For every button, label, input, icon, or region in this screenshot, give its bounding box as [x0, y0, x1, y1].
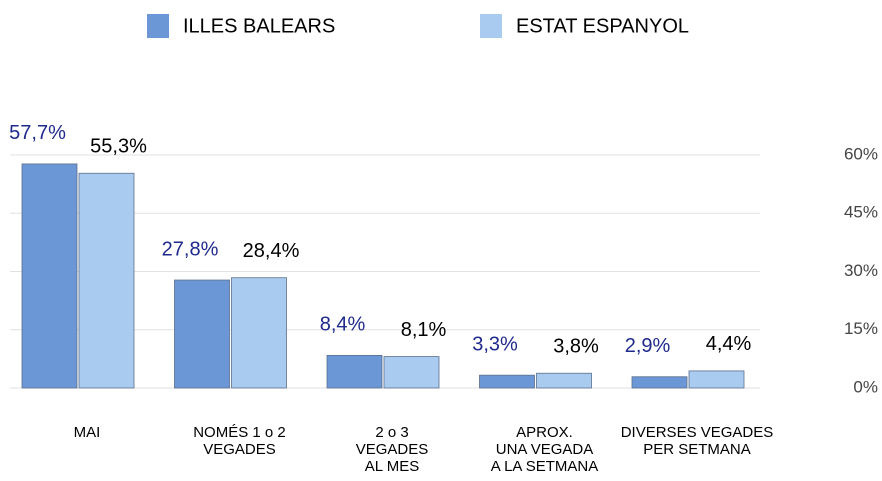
bar — [536, 372, 592, 389]
bar — [479, 374, 535, 389]
data-label: 8,4% — [320, 314, 366, 336]
bar — [78, 172, 135, 389]
data-label: 3,8% — [553, 336, 599, 358]
legend-swatch — [147, 14, 169, 38]
bar — [688, 370, 745, 389]
y-tick-label: 60% — [844, 144, 878, 163]
legend-swatch — [480, 14, 502, 38]
bar — [231, 277, 287, 389]
data-label: 3,3% — [472, 333, 518, 355]
y-tick-label: 15% — [844, 319, 878, 338]
y-tick-label: 45% — [844, 203, 878, 222]
data-label: 28,4% — [243, 240, 300, 262]
bar — [631, 376, 688, 389]
x-tick-label: 2 o 3 VEGADES AL MES — [355, 424, 429, 475]
data-label: 2,9% — [625, 335, 671, 357]
data-label: 55,3% — [90, 136, 147, 158]
bar — [21, 163, 78, 389]
x-tick-label: DIVERSES VEGADES PER SETMANA — [620, 424, 774, 458]
data-label: 57,7% — [9, 122, 66, 144]
data-label: 27,8% — [162, 238, 219, 260]
bar — [383, 356, 440, 389]
data-label: 8,1% — [401, 319, 447, 341]
x-tick-label: NOMÉS 1 o 2 VEGADES — [193, 424, 286, 458]
bar — [174, 279, 230, 389]
y-tick-label: 0% — [853, 377, 878, 396]
data-label: 4,4% — [706, 333, 752, 355]
legend-label: ILLES BALEARS — [183, 15, 335, 37]
bar — [326, 354, 383, 389]
x-tick-label: APROX. UNA VEGADA A LA SETMANA — [490, 424, 599, 475]
legend-label: ESTAT ESPANYOL — [516, 15, 689, 37]
y-tick-label: 30% — [844, 261, 878, 280]
x-tick-label: MAI — [73, 424, 101, 441]
